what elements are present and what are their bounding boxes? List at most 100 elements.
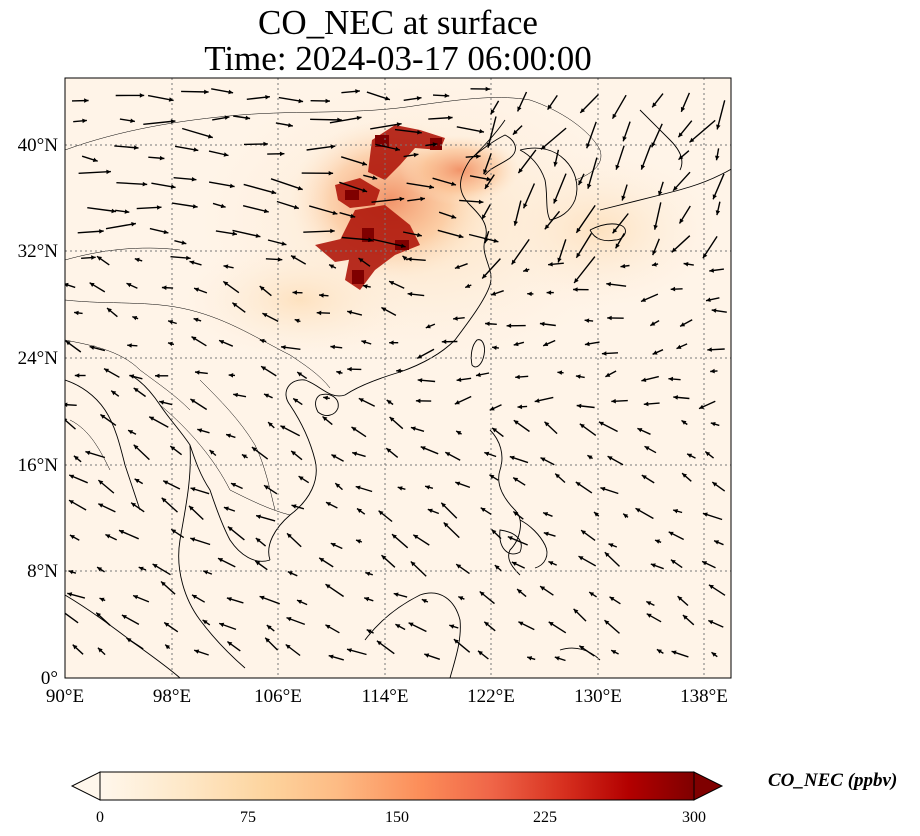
wind-vector-head bbox=[287, 571, 293, 576]
wind-vector-head bbox=[478, 650, 483, 656]
wind-vector-head bbox=[358, 258, 364, 263]
wind-vector-head bbox=[364, 597, 370, 602]
wind-vector-head bbox=[279, 151, 285, 157]
wind-vector-head bbox=[190, 487, 196, 492]
wind-vector-head bbox=[594, 512, 599, 517]
wind-vector bbox=[689, 119, 716, 143]
wind-vector-head bbox=[679, 218, 684, 224]
wind-vector-head bbox=[372, 175, 378, 180]
wind-vector bbox=[372, 238, 406, 248]
wind-vector-head bbox=[417, 354, 423, 359]
wind-vector-head bbox=[352, 451, 358, 456]
wind-vector-head bbox=[69, 500, 74, 505]
wind-vector-head bbox=[668, 531, 674, 536]
wind-vector-head bbox=[193, 147, 199, 152]
wind-vector-head bbox=[396, 368, 401, 374]
wind-vector-head bbox=[604, 620, 610, 625]
wind-vector-head bbox=[543, 531, 549, 537]
wind-vector-head bbox=[578, 556, 584, 561]
wind-vector-head bbox=[266, 625, 272, 630]
wind-vector-head bbox=[540, 586, 546, 591]
wind-vector-head bbox=[579, 423, 585, 429]
wind-vector-head bbox=[73, 455, 79, 461]
plot-frame bbox=[64, 77, 732, 679]
wind-vector-head bbox=[417, 378, 423, 383]
wind-vector-head bbox=[458, 596, 464, 601]
wind-vector-head bbox=[711, 308, 717, 313]
wind-vector-head bbox=[622, 136, 627, 142]
wind-vector-head bbox=[515, 374, 520, 380]
wind-vector-head bbox=[641, 475, 647, 480]
wind-vector-head bbox=[444, 93, 450, 98]
wind-vector-head bbox=[576, 403, 582, 409]
wind-vector-head bbox=[581, 530, 586, 535]
wind-vector-head bbox=[453, 639, 459, 644]
wind-vector-head bbox=[612, 113, 617, 119]
wind-vector-head bbox=[706, 297, 711, 302]
wind-vector bbox=[522, 183, 536, 209]
wind-vector-head bbox=[608, 543, 614, 548]
wind-vector-head bbox=[197, 428, 203, 433]
wind-vector-head bbox=[574, 278, 579, 283]
wind-vector-head bbox=[425, 324, 431, 329]
wind-vector-head bbox=[604, 552, 610, 557]
wind-vector bbox=[243, 183, 277, 194]
gridlines bbox=[65, 78, 731, 678]
wind-vector-head bbox=[432, 142, 438, 147]
wind-vector bbox=[310, 118, 342, 121]
wind-vector-head bbox=[513, 420, 519, 425]
wind-vector-head bbox=[600, 486, 606, 492]
wind-vector bbox=[116, 182, 148, 186]
wind-vector-head bbox=[268, 422, 273, 427]
wind-vector-head bbox=[407, 291, 413, 297]
wind-vector-head bbox=[350, 213, 356, 219]
wind-vector-head bbox=[682, 473, 687, 478]
wind-vector-head bbox=[615, 164, 620, 170]
wind-vector-head bbox=[680, 106, 686, 112]
wind-vector-head bbox=[328, 171, 334, 176]
wind-vector-head bbox=[181, 240, 187, 245]
wind-vector-head bbox=[557, 257, 562, 263]
wind-vector-head bbox=[527, 291, 532, 297]
wind-vector-head bbox=[399, 196, 405, 202]
wind-vector-head bbox=[507, 536, 513, 541]
wind-vector-head bbox=[676, 344, 682, 349]
wind-vector-head bbox=[668, 376, 674, 382]
wind-vector-head bbox=[232, 231, 237, 236]
wind-vector-head bbox=[227, 641, 233, 646]
wind-vector-head bbox=[259, 286, 265, 291]
wind-vector-head bbox=[193, 317, 199, 323]
wind-vector-head bbox=[425, 485, 430, 490]
wind-vector-head bbox=[142, 181, 148, 187]
wind-vector-head bbox=[65, 402, 68, 407]
wind-vector-head bbox=[105, 534, 111, 539]
wind-vector-head bbox=[152, 564, 158, 569]
wind-vector-head bbox=[680, 322, 686, 327]
wind-vector-head bbox=[506, 323, 512, 328]
wind-vector-head bbox=[285, 644, 291, 649]
wind-vector-head bbox=[587, 183, 592, 189]
wind-vector-head bbox=[490, 109, 495, 115]
wind-vector-head bbox=[241, 454, 247, 459]
wind-vector bbox=[181, 90, 209, 93]
coastlines bbox=[65, 109, 731, 678]
wind-vector-head bbox=[223, 152, 229, 157]
wind-vector-head bbox=[683, 262, 689, 267]
wind-vector-head bbox=[92, 157, 98, 162]
wind-vector bbox=[468, 233, 499, 243]
wind-vector-head bbox=[368, 237, 373, 243]
wind-vector-head bbox=[589, 592, 595, 597]
wind-vector-head bbox=[231, 483, 236, 488]
wind-vector-head bbox=[325, 98, 330, 104]
wind-vector-head bbox=[576, 252, 581, 258]
wind-vector-head bbox=[97, 647, 103, 653]
wind-vector-head bbox=[133, 595, 139, 600]
wind-vector-head bbox=[673, 185, 678, 191]
wind-vector-head bbox=[358, 398, 364, 403]
wind-vector bbox=[654, 202, 662, 230]
wind-vector-head bbox=[395, 146, 400, 152]
wind-vector-head bbox=[652, 350, 658, 355]
wind-vector-head bbox=[232, 302, 238, 308]
wind-vector-head bbox=[671, 650, 677, 655]
wind-vector-head bbox=[220, 203, 226, 209]
